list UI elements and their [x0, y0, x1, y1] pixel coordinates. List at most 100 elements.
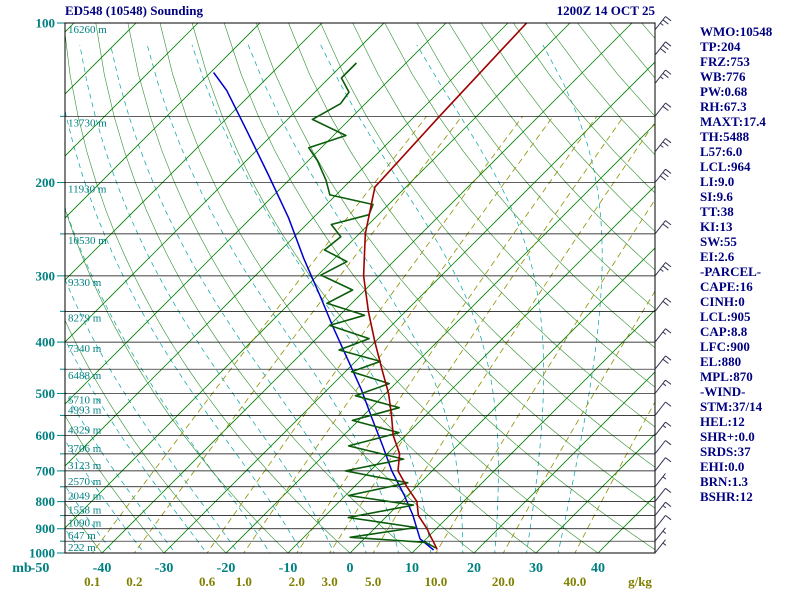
stat-line: CINH:0	[700, 294, 745, 309]
stat-line: FRZ:753	[700, 54, 750, 69]
svg-text:1558 m: 1558 m	[68, 505, 102, 517]
wind-barb	[654, 138, 672, 153]
plot-frame	[64, 22, 656, 554]
stat-line: TP:204	[700, 39, 741, 54]
wind-barb	[654, 421, 672, 436]
svg-text:700: 700	[36, 463, 56, 478]
svg-text:13730 m: 13730 m	[68, 117, 107, 129]
wind-barb	[654, 69, 672, 84]
svg-text:-20: -20	[217, 561, 236, 576]
svg-text:16260 m: 16260 m	[68, 24, 107, 36]
dry-adiabat-lines	[65, 23, 655, 553]
temperature-curve	[362, 23, 528, 550]
svg-text:3706 m: 3706 m	[68, 443, 102, 455]
svg-text:11930 m: 11930 m	[68, 184, 107, 196]
stats-panel: WMO:10548 TP:204 FRZ:753 WB:776 PW:0.68 RH:67…	[700, 24, 772, 504]
stat-line: MAXT:17.4	[700, 114, 766, 129]
svg-text:10530 m: 10530 m	[68, 235, 107, 247]
stat-line: WMO:10548	[700, 24, 773, 39]
stat-line: SHR+:0.0	[700, 429, 755, 444]
wind-barb-column	[654, 16, 672, 554]
svg-text:10.0: 10.0	[425, 574, 448, 589]
wind-barb	[654, 539, 667, 554]
stat-line: BRN:1.3	[700, 474, 749, 489]
stat-line: CAPE:16	[700, 279, 753, 294]
svg-text:100: 100	[36, 16, 56, 31]
wind-barb	[654, 168, 672, 183]
mixing-ratio-axis-labels: 0.1 0.2 0.6 1.0 2.0 3.0 5.0 10.0 20.0 40.0 g/kg	[84, 574, 652, 589]
svg-text:1.0: 1.0	[236, 574, 252, 589]
stat-line: TH:5488	[700, 129, 750, 144]
svg-text:300: 300	[36, 268, 56, 283]
svg-text:8279 m: 8279 m	[68, 312, 102, 324]
wind-barb	[654, 297, 672, 312]
wind-barb	[654, 102, 672, 117]
svg-text:20: 20	[467, 561, 481, 576]
wind-barb	[654, 527, 667, 542]
svg-text:4329 m: 4329 m	[68, 424, 102, 436]
stat-line: EHI:0.0	[700, 459, 745, 474]
pressure-axis-labels: 100 200 300 400 500 600 700 800 900 1000	[29, 16, 55, 561]
svg-text:1090 m: 1090 m	[68, 518, 102, 530]
svg-text:2570 m: 2570 m	[68, 476, 102, 488]
stat-line: BSHR:12	[700, 489, 753, 504]
svg-text:2.0: 2.0	[289, 574, 305, 589]
svg-text:-30: -30	[155, 561, 174, 576]
stat-line: LCL:964	[700, 159, 751, 174]
stat-line: WB:776	[700, 69, 746, 84]
stat-line: SRDS:37	[700, 444, 751, 459]
svg-text:200: 200	[36, 175, 56, 190]
wind-barb	[654, 16, 672, 31]
svg-text:600: 600	[36, 428, 56, 443]
wind-barb	[654, 501, 672, 516]
stat-line: -PARCEL-	[700, 264, 762, 279]
wind-barb	[654, 262, 672, 277]
svg-text:30: 30	[529, 561, 543, 576]
wind-barb	[654, 401, 672, 416]
stat-line: MPL:870	[700, 369, 753, 384]
sounding-profiles	[212, 23, 528, 551]
chart-datetime: 1200Z 14 OCT 25	[556, 3, 655, 18]
svg-text:40: 40	[591, 561, 605, 576]
stat-line: -WIND-	[700, 384, 746, 399]
temperature-axis-labels: mb-50 -40 -30 -20 -10 0 10 20 30 40	[12, 561, 605, 576]
stat-line: SW:55	[700, 234, 737, 249]
wetbulb-curve	[212, 72, 435, 551]
svg-text:400: 400	[36, 335, 56, 350]
stat-line: EI:2.6	[700, 249, 735, 264]
svg-text:800: 800	[36, 494, 56, 509]
svg-text:0.2: 0.2	[126, 574, 142, 589]
wind-barb	[654, 457, 672, 472]
svg-text:2049 m: 2049 m	[68, 491, 102, 503]
svg-text:4993 m: 4993 m	[68, 404, 102, 416]
dewpoint-curve	[308, 62, 437, 549]
stat-line: STM:37/14	[700, 399, 763, 414]
svg-text:0.6: 0.6	[199, 574, 216, 589]
svg-text:3.0: 3.0	[322, 574, 338, 589]
wind-barb	[654, 355, 672, 370]
svg-text:5.0: 5.0	[365, 574, 381, 589]
svg-text:g/kg: g/kg	[628, 574, 652, 589]
svg-text:0.1: 0.1	[84, 574, 100, 589]
wind-barb	[654, 473, 667, 488]
stat-line: LFC:900	[700, 339, 750, 354]
svg-text:647 m: 647 m	[68, 530, 96, 542]
svg-text:7340 m: 7340 m	[68, 343, 102, 355]
svg-text:-50: -50	[31, 561, 50, 576]
wind-barb	[654, 440, 672, 455]
stat-line: LCL:905	[700, 309, 751, 324]
stat-line: HEL:12	[700, 414, 745, 429]
svg-text:mb: mb	[12, 561, 32, 576]
svg-text:-10: -10	[279, 561, 298, 576]
stat-line: KI:13	[700, 219, 733, 234]
svg-text:9330 m: 9330 m	[68, 277, 102, 289]
wind-barb	[654, 41, 672, 56]
stat-line: LI:9.0	[700, 174, 735, 189]
isotherm-lines	[65, 23, 655, 553]
stat-line: RH:67.3	[700, 99, 747, 114]
wind-barb	[654, 515, 672, 530]
svg-text:500: 500	[36, 386, 56, 401]
svg-text:1000: 1000	[29, 546, 55, 561]
svg-text:900: 900	[36, 521, 56, 536]
